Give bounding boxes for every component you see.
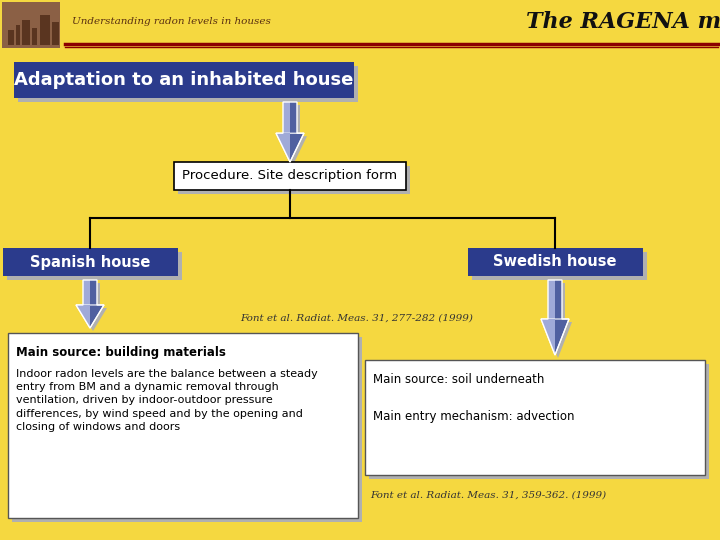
FancyBboxPatch shape	[8, 333, 358, 518]
Polygon shape	[276, 133, 304, 162]
Text: Main entry mechanism: advection: Main entry mechanism: advection	[373, 410, 575, 423]
Polygon shape	[276, 133, 290, 162]
Text: Understanding radon levels in houses: Understanding radon levels in houses	[72, 17, 271, 26]
Text: Font et al. Radiat. Meas. 31, 359-362. (1999): Font et al. Radiat. Meas. 31, 359-362. (…	[370, 490, 606, 500]
Bar	[32, 28, 37, 45]
FancyBboxPatch shape	[290, 102, 297, 133]
FancyBboxPatch shape	[178, 166, 410, 194]
FancyBboxPatch shape	[467, 248, 642, 276]
Polygon shape	[79, 283, 107, 331]
FancyBboxPatch shape	[174, 162, 406, 190]
Bar	[16, 25, 20, 45]
Text: Adaptation to an inhabited house: Adaptation to an inhabited house	[14, 71, 354, 89]
Text: The RAGENA model: The RAGENA model	[526, 11, 720, 33]
Text: Main source: building materials: Main source: building materials	[16, 346, 226, 359]
Text: Swedish house: Swedish house	[493, 254, 617, 269]
FancyBboxPatch shape	[2, 2, 60, 48]
Polygon shape	[76, 305, 90, 328]
Text: Font et al. Radiat. Meas. 31, 277-282 (1999): Font et al. Radiat. Meas. 31, 277-282 (1…	[240, 314, 473, 322]
Polygon shape	[76, 305, 104, 328]
FancyBboxPatch shape	[12, 337, 362, 522]
Polygon shape	[279, 105, 307, 165]
Text: Procedure. Site description form: Procedure. Site description form	[182, 170, 397, 183]
FancyBboxPatch shape	[83, 280, 90, 305]
Text: Main source: soil underneath: Main source: soil underneath	[373, 373, 544, 386]
Bar	[8, 30, 14, 45]
FancyBboxPatch shape	[18, 66, 358, 102]
Bar	[52, 22, 59, 45]
Text: Spanish house: Spanish house	[30, 254, 150, 269]
FancyBboxPatch shape	[14, 62, 354, 98]
Bar	[22, 20, 30, 45]
Polygon shape	[541, 319, 555, 355]
Polygon shape	[541, 319, 569, 355]
FancyBboxPatch shape	[283, 102, 290, 133]
FancyBboxPatch shape	[90, 280, 97, 305]
FancyBboxPatch shape	[555, 280, 562, 319]
Polygon shape	[544, 283, 572, 358]
FancyBboxPatch shape	[6, 252, 181, 280]
FancyBboxPatch shape	[369, 364, 709, 479]
Bar	[40, 15, 50, 45]
Text: Indoor radon levels are the balance between a steady
entry from BM and a dynamic: Indoor radon levels are the balance betw…	[16, 369, 318, 432]
FancyBboxPatch shape	[548, 280, 555, 319]
FancyBboxPatch shape	[365, 360, 705, 475]
FancyBboxPatch shape	[472, 252, 647, 280]
FancyBboxPatch shape	[2, 248, 178, 276]
